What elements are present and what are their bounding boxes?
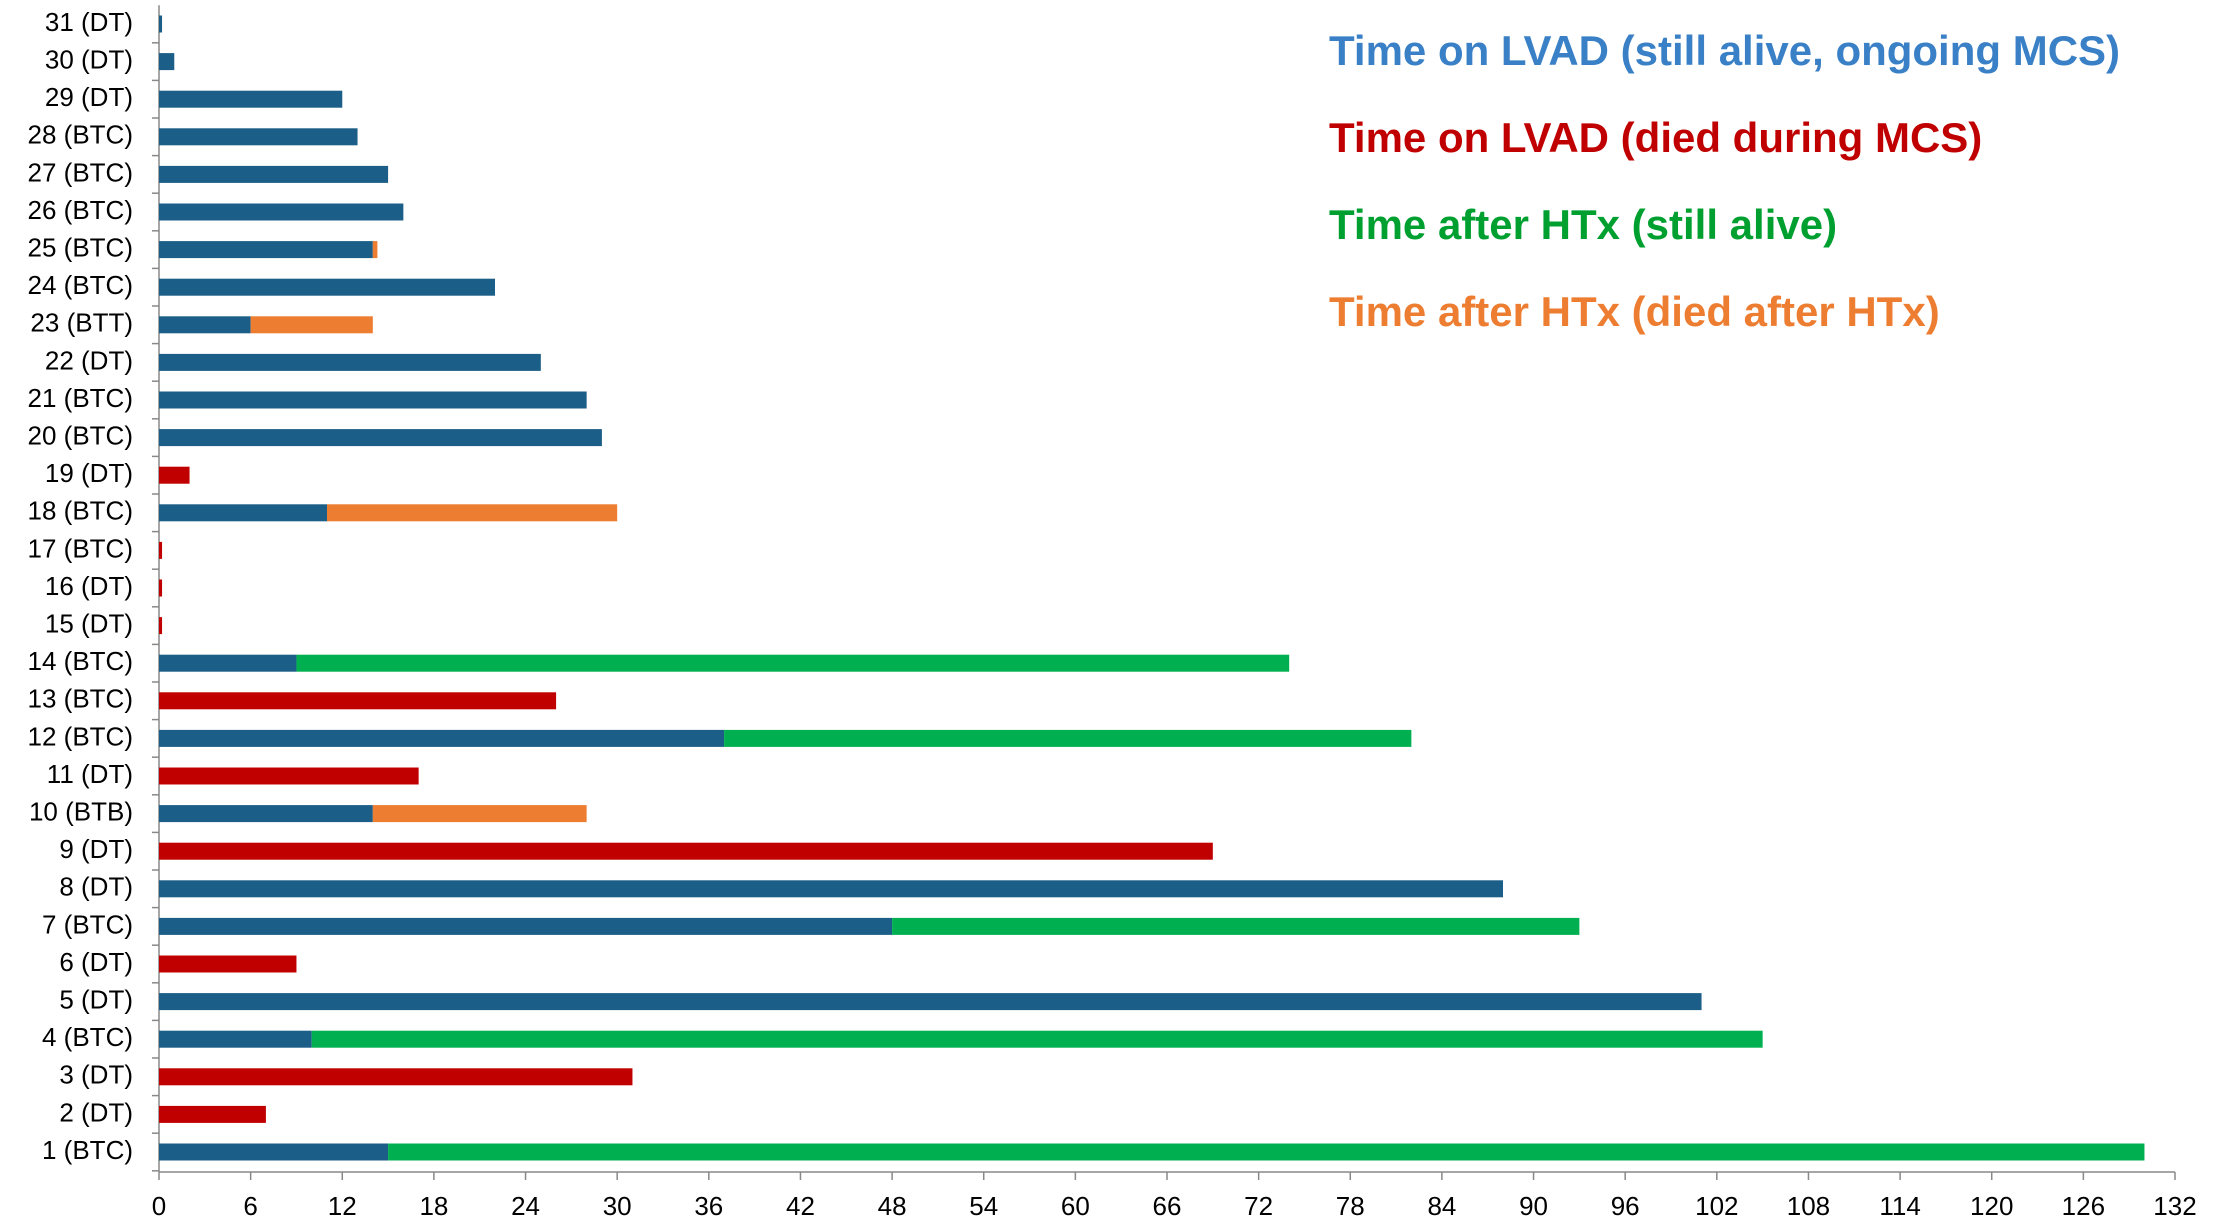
bar-segment — [159, 955, 297, 973]
bar-segment — [892, 917, 1580, 935]
y-tick-label: 5 (DT) — [59, 984, 133, 1014]
y-tick-label: 8 (DT) — [59, 872, 133, 902]
x-tick-label: 84 — [1427, 1191, 1456, 1221]
y-tick-label: 1 (BTC) — [42, 1135, 133, 1165]
bar-segment — [159, 729, 725, 747]
bar-segment — [372, 241, 378, 259]
y-tick-label: 2 (DT) — [59, 1097, 133, 1127]
x-tick-label: 0 — [152, 1191, 166, 1221]
x-tick-label: 48 — [878, 1191, 907, 1221]
bar-segment — [159, 1068, 633, 1086]
bar-segment — [311, 1030, 1763, 1048]
x-tick-label: 120 — [1970, 1191, 2013, 1221]
x-tick-label: 12 — [328, 1191, 357, 1221]
y-tick-label: 18 (BTC) — [28, 496, 133, 526]
y-tick-label: 29 (DT) — [45, 82, 133, 112]
y-tick-label: 13 (BTC) — [28, 684, 133, 714]
legend-label: Time on LVAD (still alive, ongoing MCS) — [1329, 27, 2120, 74]
x-tick-label: 30 — [603, 1191, 632, 1221]
x-tick-label: 132 — [2153, 1191, 2196, 1221]
y-tick-label: 3 (DT) — [59, 1060, 133, 1090]
bar-segment — [159, 617, 163, 635]
y-tick-label: 27 (BTC) — [28, 157, 133, 187]
y-tick-label: 16 (DT) — [45, 571, 133, 601]
x-tick-label: 102 — [1695, 1191, 1738, 1221]
bar-segment — [159, 1030, 312, 1048]
bar-segment — [159, 466, 190, 484]
y-tick-label: 14 (BTC) — [28, 646, 133, 676]
bar-segment — [159, 993, 1702, 1011]
bar-segment — [159, 692, 557, 710]
bar-segment — [159, 90, 343, 108]
x-tick-label: 108 — [1787, 1191, 1830, 1221]
bar-segment — [296, 654, 1290, 672]
y-tick-label: 23 (BTT) — [30, 308, 133, 338]
bar-segment — [159, 165, 389, 183]
bar-segment — [724, 729, 1412, 747]
bar-segment — [159, 842, 1213, 860]
x-tick-label: 42 — [786, 1191, 815, 1221]
bar-segment — [372, 805, 587, 823]
x-tick-label: 72 — [1244, 1191, 1273, 1221]
y-tick-label: 21 (BTC) — [28, 383, 133, 413]
bar-segment — [159, 767, 419, 785]
y-tick-label: 10 (BTB) — [29, 796, 133, 826]
y-tick-label: 7 (BTC) — [42, 909, 133, 939]
bar-segment — [159, 1143, 389, 1161]
bar-segment — [327, 504, 618, 522]
bar-segment — [159, 880, 1503, 898]
bar-segment — [159, 128, 358, 146]
x-tick-label: 66 — [1153, 1191, 1182, 1221]
y-tick-label: 6 (DT) — [59, 947, 133, 977]
bar-segment — [159, 429, 602, 447]
x-tick-label: 96 — [1611, 1191, 1640, 1221]
y-tick-label: 12 (BTC) — [28, 721, 133, 751]
x-tick-label: 60 — [1061, 1191, 1090, 1221]
y-tick-label: 4 (BTC) — [42, 1022, 133, 1052]
bar-segment — [159, 541, 163, 559]
x-tick-label: 54 — [969, 1191, 998, 1221]
bar-segment — [159, 316, 251, 334]
legend-label: Time after HTx (still alive) — [1329, 201, 1837, 248]
bar-segment — [159, 504, 327, 522]
y-tick-label: 9 (DT) — [59, 834, 133, 864]
bar-segment — [159, 391, 587, 409]
bar-segment — [159, 654, 297, 672]
y-tick-label: 26 (BTC) — [28, 195, 133, 225]
bar-segment — [159, 805, 373, 823]
bar-segment — [250, 316, 373, 334]
y-tick-label: 17 (BTC) — [28, 533, 133, 563]
x-tick-label: 90 — [1519, 1191, 1548, 1221]
bar-segment — [159, 917, 893, 935]
bar-segment — [388, 1143, 2145, 1161]
y-tick-label: 24 (BTC) — [28, 270, 133, 300]
bar-segment — [159, 579, 163, 597]
bar-segment — [159, 353, 541, 371]
y-tick-label: 20 (BTC) — [28, 420, 133, 450]
x-tick-label: 36 — [694, 1191, 723, 1221]
bar-segment — [159, 241, 373, 259]
bar-segment — [159, 53, 175, 71]
y-tick-label: 11 (DT) — [47, 759, 133, 789]
x-tick-label: 126 — [2062, 1191, 2105, 1221]
bar-segment — [159, 1105, 266, 1123]
bar-segment — [159, 203, 404, 221]
y-tick-label: 28 (BTC) — [28, 120, 133, 150]
x-tick-label: 78 — [1336, 1191, 1365, 1221]
bar-segment — [159, 278, 495, 296]
x-tick-label: 24 — [511, 1191, 540, 1221]
y-tick-label: 15 (DT) — [45, 608, 133, 638]
legend-label: Time after HTx (died after HTx) — [1329, 288, 1940, 335]
y-tick-label: 22 (DT) — [45, 345, 133, 375]
x-tick-label: 18 — [419, 1191, 448, 1221]
bar-segment — [159, 15, 163, 33]
y-tick-label: 31 (DT) — [45, 7, 133, 37]
y-tick-label: 25 (BTC) — [28, 232, 133, 262]
legend-label: Time on LVAD (died during MCS) — [1329, 114, 1982, 161]
y-tick-label: 30 (DT) — [45, 44, 133, 74]
y-tick-label: 19 (DT) — [45, 458, 133, 488]
x-tick-label: 6 — [243, 1191, 257, 1221]
x-tick-label: 114 — [1879, 1191, 1920, 1221]
